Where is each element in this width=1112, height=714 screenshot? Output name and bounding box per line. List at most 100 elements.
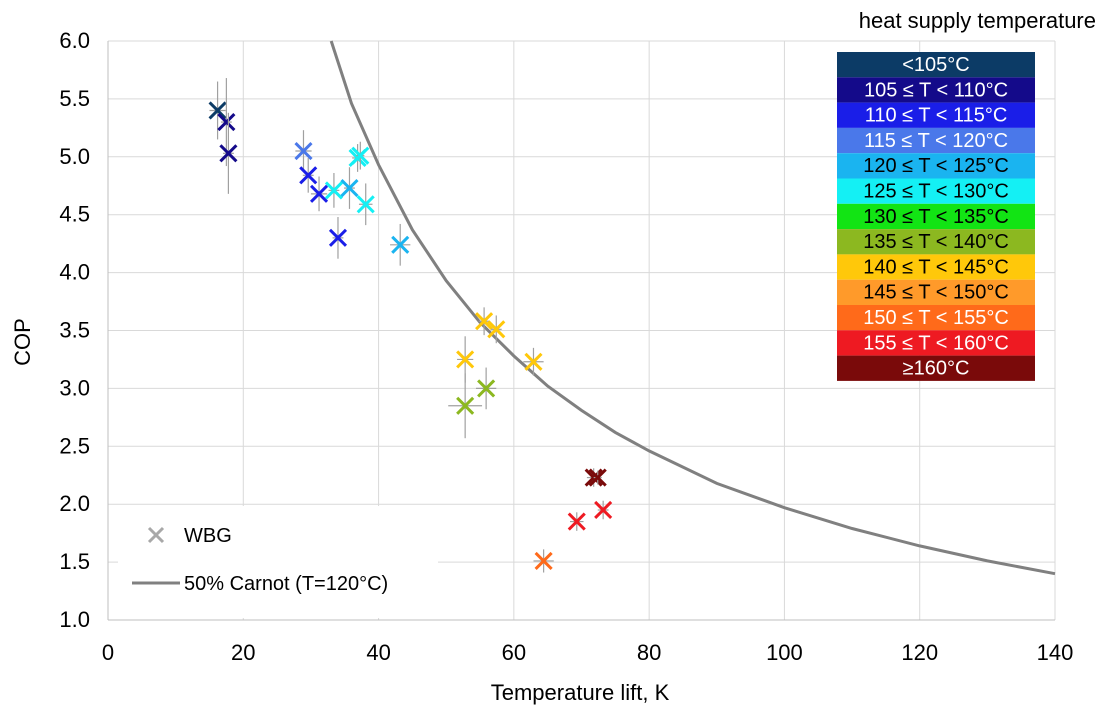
legend-class-label: 120 ≤ T < 125°C: [863, 155, 1009, 177]
y-tick-label: 1.0: [59, 607, 90, 632]
legend-class-swatch: [837, 102, 1035, 128]
x-tick-label: 120: [901, 640, 938, 665]
y-tick-label: 3.5: [59, 318, 90, 343]
data-point: [294, 130, 313, 172]
x-axis-label: Temperature lift, K: [491, 680, 670, 705]
inner-legend-box: [118, 506, 438, 618]
legend-class-label: 130 ≤ T < 135°C: [863, 206, 1009, 228]
legend-title: heat supply temperature: [859, 8, 1096, 33]
data-point: [475, 307, 494, 336]
legend-class-label: 115 ≤ T < 120°C: [864, 130, 1008, 152]
point-marker-stroke: [534, 551, 553, 571]
legend-class-swatch: [837, 52, 1035, 78]
point-marker-stroke: [391, 235, 410, 254]
point-marker-stroke: [356, 195, 375, 214]
legend: <105°C 105 ≤ T < 110°C 110 ≤ T < 115°C 115 …: [837, 52, 1035, 381]
point-marker-stroke: [294, 141, 313, 161]
y-tick-label: 4.5: [59, 202, 90, 227]
data-point: [588, 468, 607, 487]
data-point: [594, 500, 613, 520]
legend-class-swatch: [837, 330, 1035, 356]
legend-class-label: 155 ≤ T < 160°C: [863, 332, 1009, 354]
data-point: [328, 217, 348, 259]
data-point: [299, 157, 318, 193]
point-marker-stroke: [487, 320, 506, 339]
legend-class-label: 125 ≤ T < 130°C: [863, 181, 1009, 203]
x-tick-label: 140: [1037, 640, 1074, 665]
x-tick-label: 60: [502, 640, 526, 665]
legend-class-swatch: [837, 153, 1035, 179]
data-point: [340, 167, 359, 209]
x-tick-label: 20: [231, 640, 255, 665]
data-point: [448, 373, 483, 439]
y-tick-label: 4.0: [59, 260, 90, 285]
legend-wbg-marker: [147, 526, 165, 544]
legend-class-swatch: [837, 279, 1035, 305]
y-tick-label: 5.5: [59, 86, 90, 111]
data-point: [390, 223, 411, 266]
x-tick-label: 80: [637, 640, 661, 665]
point-marker-stroke: [477, 379, 496, 398]
point-marker-stroke: [567, 512, 586, 531]
legend-class-swatch: [837, 178, 1035, 204]
y-tick-label: 6.0: [59, 28, 90, 53]
legend-class-swatch: [837, 229, 1035, 255]
point-marker-stroke: [299, 166, 318, 185]
data-point: [324, 173, 343, 208]
data-point: [219, 112, 238, 194]
point-marker-stroke: [328, 228, 348, 247]
data-point: [208, 81, 227, 140]
legend-class-label: 105 ≤ T < 110°C: [864, 79, 1008, 101]
legend-class-label: ≥160°C: [903, 358, 970, 380]
point-marker-stroke: [524, 352, 543, 371]
y-axis-label: COP: [10, 318, 35, 366]
legend-carnot-label: 50% Carnot (T=120°C): [184, 573, 388, 595]
data-point: [475, 367, 497, 410]
x-tick-label: 100: [766, 640, 803, 665]
point-marker-stroke: [456, 396, 475, 415]
y-tick-label: 5.0: [59, 144, 90, 169]
legend-class-swatch: [837, 127, 1035, 154]
point-marker-stroke: [219, 144, 238, 163]
point-marker-stroke: [340, 179, 359, 198]
legend-class-swatch: [837, 77, 1035, 103]
point-marker-stroke: [456, 350, 475, 369]
legend-class-label: 110 ≤ T < 115°C: [865, 105, 1008, 127]
data-point: [487, 315, 506, 344]
inner-legend: WBG 50% Carnot (T=120°C): [118, 506, 438, 618]
y-tick-label: 2.5: [59, 433, 90, 458]
y-tick-label: 3.0: [59, 375, 90, 400]
data-point: [356, 183, 375, 226]
point-marker-stroke: [475, 312, 494, 331]
point-marker-stroke: [351, 146, 370, 165]
legend-class-label: 150 ≤ T < 155°C: [863, 307, 1009, 329]
legend-class-swatch: [837, 254, 1035, 280]
legend-class-label: <105°C: [902, 54, 970, 76]
data-point: [567, 512, 586, 531]
carnot-curve: [329, 40, 1056, 576]
legend-class-swatch: [837, 355, 1035, 381]
point-marker-stroke: [208, 101, 227, 120]
x-tick-label: 40: [366, 640, 390, 665]
legend-class-swatch: [837, 305, 1035, 331]
legend-class-label: 145 ≤ T < 150°C: [863, 282, 1009, 304]
legend-class-swatch: [837, 203, 1035, 230]
y-tick-label: 1.5: [59, 549, 90, 574]
point-marker-stroke: [588, 468, 607, 487]
axes: 0 20 40 60 80 100 120 140 1.0 1.5 2.0 2.5 3.0 3.5 4.0 4…: [59, 28, 1073, 665]
data-point: [351, 141, 370, 170]
legend-class-label: 135 ≤ T < 140°C: [863, 231, 1009, 253]
legend-wbg-label: WBG: [184, 525, 232, 547]
x-tick-label: 0: [102, 640, 114, 665]
data-point: [533, 549, 554, 573]
data-points: [208, 78, 613, 573]
point-marker-stroke: [217, 112, 236, 132]
y-tick-label: 2.0: [59, 491, 90, 516]
data-point: [309, 176, 329, 212]
carnot-curve-layer: [329, 40, 1056, 576]
data-point: [523, 347, 544, 376]
point-marker-stroke: [309, 184, 329, 203]
point-marker-stroke: [324, 181, 343, 200]
